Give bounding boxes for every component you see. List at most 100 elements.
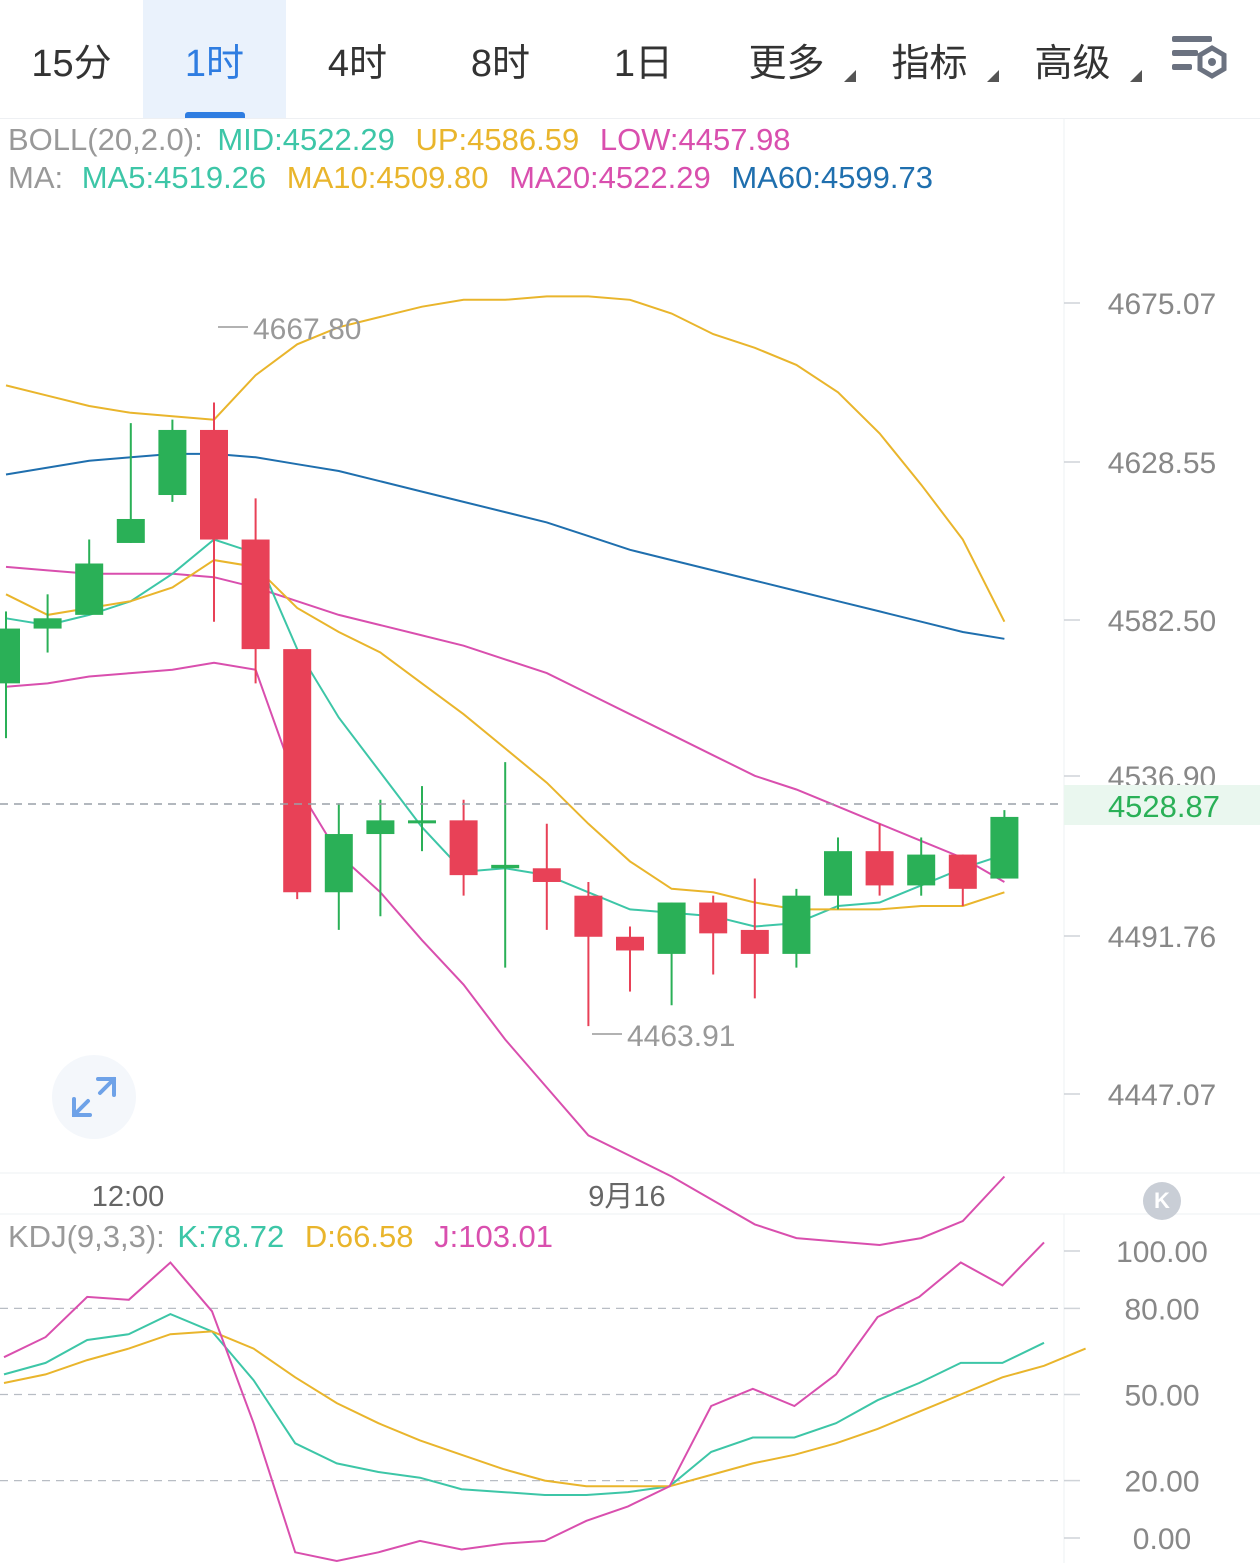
- kdj-line-k: [3, 1313, 1045, 1496]
- ma-legend-ma5: MA5:4519.26: [82, 160, 266, 195]
- kdj-line-d: [3, 1330, 1086, 1488]
- tab-5[interactable]: 更多: [715, 0, 858, 118]
- candle: [574, 881, 603, 1027]
- candle: [33, 594, 62, 653]
- candle: [616, 926, 644, 992]
- kdj-legend-k: K:78.72: [177, 1219, 284, 1254]
- kdj-legend-name: KDJ(9,3,3):: [8, 1219, 165, 1254]
- candle: [782, 888, 811, 968]
- candle-body: [0, 628, 20, 684]
- boll-legend-name: BOLL(20,2.0):: [8, 122, 203, 157]
- candle-body: [990, 816, 1019, 879]
- candle: [491, 762, 520, 968]
- tab-7[interactable]: 高级: [1001, 0, 1144, 118]
- kdj-tick-label: 20.00: [1124, 1466, 1199, 1499]
- candle: [657, 902, 686, 1006]
- candle-body: [408, 820, 436, 824]
- dropdown-corner-icon: [844, 70, 856, 82]
- kdj-line-j: [3, 1241, 1045, 1563]
- candle: [408, 786, 436, 852]
- candle-body: [200, 429, 228, 540]
- dropdown-corner-icon: [987, 70, 999, 82]
- boll-legend-mid: MID:4522.29: [217, 122, 395, 157]
- tab-0[interactable]: 15分: [0, 0, 143, 118]
- price-axis: 4675.074628.554582.504536.904491.764447.…: [1064, 288, 1216, 1112]
- kdj-legend: KDJ(9,3,3): K:78.72 D:66.58 J:103.01: [8, 1219, 553, 1254]
- k-badge-label: K: [1154, 1188, 1170, 1213]
- tab-label: 1时: [184, 42, 245, 85]
- candle: [366, 799, 395, 917]
- kdj-tick-label: 0.00: [1133, 1523, 1191, 1556]
- candle: [200, 402, 228, 622]
- boll-legend-low: LOW:4457.98: [600, 122, 791, 157]
- expand-arrows-icon: [72, 1077, 116, 1117]
- candle: [158, 419, 187, 502]
- candle: [116, 423, 145, 543]
- max-price-label: 4667.80: [253, 313, 361, 346]
- kdj-axis: 100.00 80.00 50.00 20.00 0.00: [0, 1236, 1208, 1556]
- tab-label: 8时: [470, 42, 531, 85]
- y-tick-label: 4491.76: [1108, 921, 1216, 954]
- candle-body: [782, 895, 811, 954]
- series-line-ma60: [5, 452, 1005, 640]
- active-tab-indicator: [184, 112, 245, 118]
- series-line-upper: [5, 295, 1006, 623]
- x-tick-label: 12:00: [92, 1181, 165, 1213]
- candle-body: [75, 563, 104, 615]
- chart-settings-icon: [1172, 36, 1227, 79]
- timeframe-tabbar: 15分 1时 4时 8时 1日 更多 指标 高级: [0, 0, 1260, 119]
- kdj-legend-j: J:103.01: [434, 1219, 553, 1254]
- ma-legend-ma60: MA60:4599.73: [731, 160, 933, 195]
- candle-body: [616, 936, 644, 951]
- kdj-tick-label: 80.00: [1124, 1293, 1199, 1326]
- candle-body: [532, 868, 561, 882]
- tab-1[interactable]: 1时: [143, 0, 286, 118]
- kdj-tick-label: 100.00: [1116, 1236, 1208, 1269]
- chart-settings-button[interactable]: [1168, 30, 1232, 88]
- candle-body: [116, 518, 145, 543]
- boll-legend: BOLL(20,2.0): MID:4522.29 UP:4586.59 LOW…: [8, 122, 791, 157]
- candle: [0, 611, 20, 739]
- ma-legend-ma20: MA20:4522.29: [509, 160, 711, 195]
- min-price-label: 4463.91: [627, 1020, 735, 1053]
- tab-label: 高级: [1034, 42, 1111, 85]
- ma-legend: MA: MA5:4519.26 MA10:4509.80 MA20:4522.2…: [8, 160, 933, 195]
- candle-body: [948, 854, 977, 889]
- tab-label: 1日: [613, 42, 674, 85]
- candle: [948, 854, 977, 906]
- y-tick-label: 4582.50: [1108, 605, 1216, 638]
- last-price-label: 4528.87: [1108, 789, 1220, 824]
- tab-6[interactable]: 指标: [858, 0, 1001, 118]
- y-tick-label: 4675.07: [1108, 288, 1216, 321]
- tab-4[interactable]: 1日: [572, 0, 715, 118]
- candle: [740, 878, 769, 999]
- last-price-tag: [1064, 785, 1260, 825]
- candle: [241, 498, 270, 684]
- tab-3[interactable]: 8时: [429, 0, 572, 118]
- candle-body: [657, 902, 686, 954]
- candle-body: [324, 834, 353, 893]
- candle: [907, 837, 936, 896]
- main-grid: [0, 118, 1260, 1563]
- expand-chart-button[interactable]: [52, 1055, 136, 1139]
- candle-body: [907, 854, 936, 886]
- candle-body: [158, 429, 187, 496]
- candle-body: [740, 929, 769, 954]
- series-line-ma10: [5, 559, 1005, 911]
- candle-body: [699, 902, 728, 934]
- k-badge-button[interactable]: K: [1143, 1182, 1181, 1220]
- candle-body: [366, 820, 395, 835]
- tab-label: 更多: [748, 42, 825, 85]
- tab-2[interactable]: 4时: [286, 0, 429, 118]
- series-line-lower: [5, 661, 1006, 1247]
- candle: [324, 803, 353, 930]
- candle-body: [865, 851, 894, 886]
- tab-label: 指标: [891, 42, 968, 85]
- y-tick-label: 4628.55: [1108, 447, 1216, 480]
- candles: [0, 402, 1019, 1027]
- candle: [865, 823, 894, 896]
- candle-body: [241, 539, 270, 650]
- kdj-lines: [3, 1241, 1086, 1563]
- dropdown-corner-icon: [1130, 70, 1142, 82]
